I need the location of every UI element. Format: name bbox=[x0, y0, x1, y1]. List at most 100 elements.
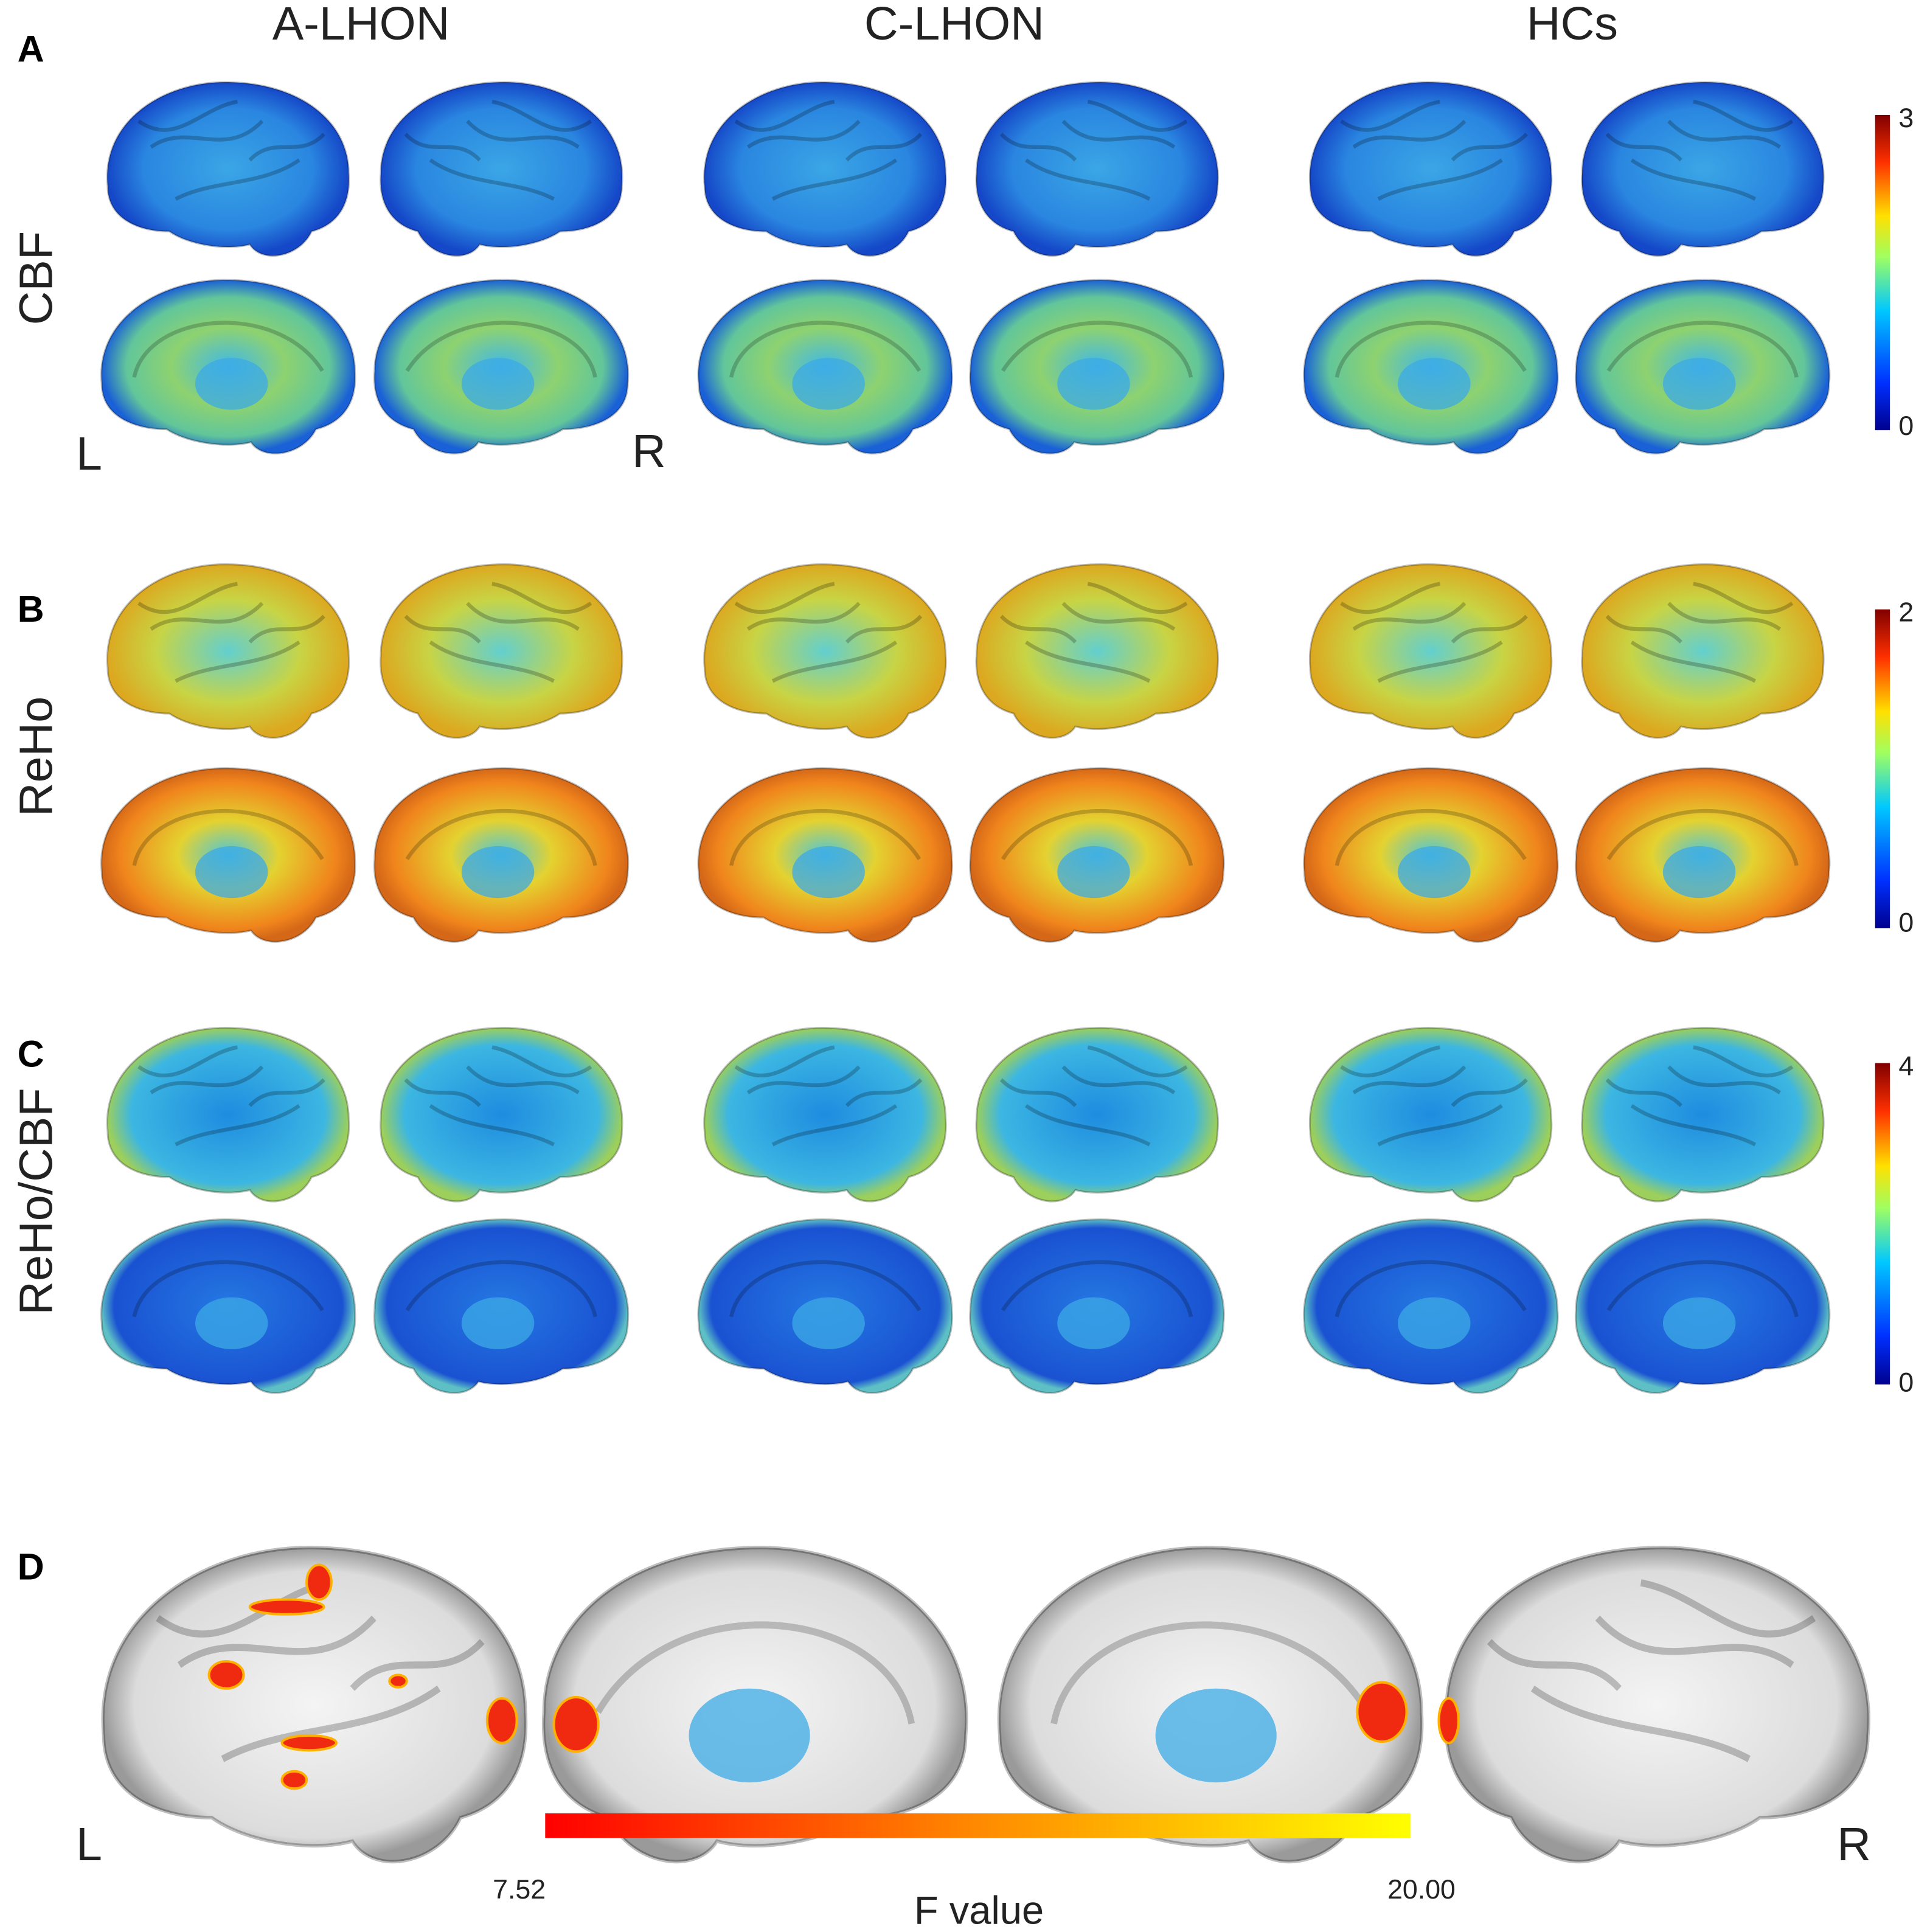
sulcus bbox=[175, 640, 300, 683]
activation-cluster bbox=[552, 1695, 600, 1753]
brain-surface bbox=[975, 563, 1220, 739]
sulcus bbox=[248, 133, 325, 162]
sulcus bbox=[1087, 582, 1188, 614]
row-label: ReHo/CBF bbox=[10, 1088, 63, 1315]
brain-surface bbox=[1581, 81, 1825, 257]
brain bbox=[975, 563, 1220, 739]
sulcus bbox=[1335, 808, 1527, 866]
sulcus bbox=[1025, 640, 1151, 683]
activation-cluster bbox=[280, 1734, 338, 1752]
sulcus bbox=[1606, 1260, 1799, 1318]
brain bbox=[975, 81, 1220, 257]
sulcus bbox=[1630, 1103, 1756, 1147]
sulcus bbox=[999, 133, 1077, 162]
sulcus bbox=[466, 602, 580, 631]
brain-surface bbox=[380, 1026, 623, 1203]
sulcus bbox=[150, 602, 264, 631]
column-header: C-LHON bbox=[864, 0, 1044, 50]
column-header: A-LHON bbox=[272, 0, 450, 50]
hemisphere-label: L bbox=[76, 428, 102, 480]
brain bbox=[1303, 1218, 1559, 1394]
brain-surface bbox=[1581, 1026, 1825, 1203]
sulcus bbox=[771, 640, 898, 683]
sulcus bbox=[845, 1078, 923, 1107]
brain bbox=[100, 1218, 356, 1394]
brain bbox=[969, 279, 1225, 455]
brain bbox=[373, 767, 630, 943]
sulcus bbox=[1640, 1579, 1816, 1638]
brain bbox=[1308, 1026, 1553, 1203]
sulcus bbox=[845, 614, 923, 644]
sulcus bbox=[1605, 133, 1682, 162]
sulcus bbox=[999, 1078, 1077, 1107]
sulcus bbox=[466, 1065, 580, 1094]
column-header: HCs bbox=[1527, 0, 1618, 50]
brain-surface bbox=[106, 81, 350, 257]
thalamus bbox=[1057, 358, 1130, 410]
brain bbox=[1581, 81, 1825, 257]
sulcus bbox=[132, 321, 324, 378]
brain bbox=[100, 279, 356, 455]
sulcus bbox=[248, 1078, 325, 1107]
brain bbox=[975, 1026, 1220, 1203]
brain-surface bbox=[975, 81, 1220, 257]
brain-surface bbox=[703, 563, 947, 739]
colorbar-tick: 4 bbox=[1898, 1051, 1914, 1081]
sulcus bbox=[175, 1103, 300, 1147]
brain bbox=[544, 1548, 967, 1861]
sulcus bbox=[132, 1260, 324, 1318]
row-label: ReHo bbox=[10, 697, 63, 816]
brain bbox=[999, 1548, 1421, 1861]
brain bbox=[373, 1218, 630, 1394]
sulcus bbox=[845, 133, 923, 162]
sulcus bbox=[1352, 1065, 1467, 1094]
sulcus bbox=[1667, 119, 1781, 149]
brain-surface bbox=[380, 563, 623, 739]
sulcus bbox=[1667, 1065, 1781, 1094]
colorbar bbox=[1875, 1063, 1890, 1385]
panel-label: A bbox=[18, 28, 44, 69]
sulcus bbox=[1061, 119, 1176, 149]
brain bbox=[106, 1026, 350, 1203]
sulcus bbox=[1606, 321, 1799, 378]
brain-surface bbox=[1581, 563, 1825, 739]
sulcus bbox=[429, 640, 555, 683]
brain-surface bbox=[1308, 563, 1553, 739]
thalamus bbox=[1398, 846, 1471, 898]
sulcus bbox=[734, 99, 835, 132]
brain-surface bbox=[106, 1026, 350, 1203]
thalamus bbox=[195, 1297, 268, 1349]
sulcus bbox=[429, 1103, 555, 1147]
sulcus bbox=[1335, 1260, 1527, 1318]
sulcus bbox=[405, 321, 597, 378]
hemisphere-label: R bbox=[1837, 1818, 1871, 1871]
brain-surface bbox=[1446, 1548, 1869, 1861]
sulcus bbox=[1451, 133, 1528, 162]
sulcus bbox=[1605, 1078, 1682, 1107]
colorbar bbox=[1875, 114, 1890, 431]
brain bbox=[969, 767, 1225, 943]
sulcus bbox=[1061, 602, 1176, 631]
sulcus bbox=[1595, 1615, 1794, 1668]
sulcus bbox=[1050, 1621, 1370, 1725]
sulcus bbox=[1340, 99, 1440, 132]
activation-cluster bbox=[280, 1770, 308, 1790]
brain bbox=[1574, 767, 1831, 943]
brain bbox=[703, 1026, 947, 1203]
sulcus bbox=[175, 158, 300, 201]
colorbar-tick: 20.00 bbox=[1387, 1875, 1456, 1905]
sulcus bbox=[404, 1078, 481, 1107]
panel-label: D bbox=[18, 1546, 44, 1588]
sulcus bbox=[746, 119, 861, 149]
brain bbox=[1308, 563, 1553, 739]
sulcus bbox=[1451, 1078, 1528, 1107]
colorbar-tick: 7.52 bbox=[493, 1875, 546, 1905]
brain bbox=[1581, 563, 1825, 739]
sulcus bbox=[1001, 808, 1193, 866]
thalamus bbox=[461, 846, 535, 898]
sulcus bbox=[1335, 321, 1527, 378]
thalamus bbox=[195, 846, 268, 898]
sulcus bbox=[137, 582, 238, 614]
brain-surface bbox=[975, 1026, 1220, 1203]
